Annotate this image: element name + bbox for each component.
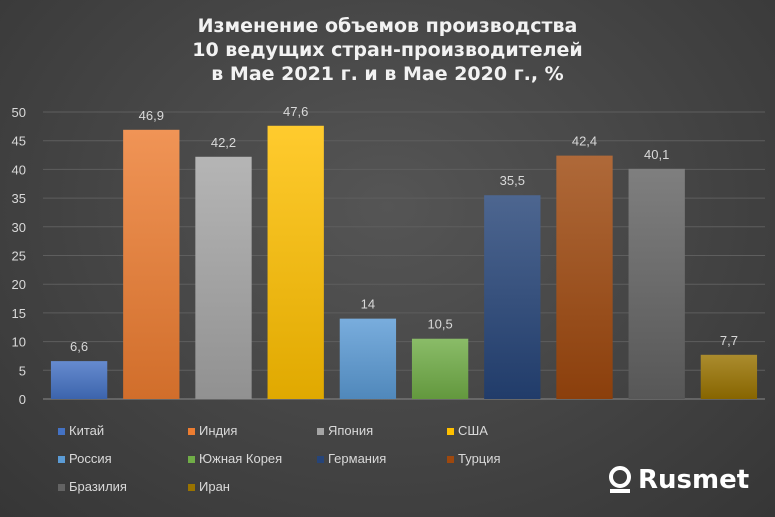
bar-5 [411,338,469,399]
data-label-3: 47,6 [283,104,308,119]
y-tick-label: 10 [12,335,26,350]
y-tick-label: 25 [12,249,26,264]
legend-swatch-1 [188,428,195,435]
data-label-5: 10,5 [427,317,452,332]
data-label-2: 42,2 [211,135,236,150]
bars [50,125,758,399]
y-tick-label: 50 [12,105,26,120]
legend-swatch-8 [58,484,65,491]
bar-9 [700,354,758,399]
bar-7 [556,155,613,399]
legend-label-6: Германия [328,451,386,466]
bar-2 [195,156,252,399]
y-tick-label: 40 [12,162,26,177]
chart-title-line-3: в Мае 2021 г. и в Мае 2020 г., % [211,63,564,85]
bar-1 [123,129,180,399]
legend-label-9: Иран [199,479,230,494]
legend-label-0: Китай [69,423,104,438]
bar-6 [484,195,541,399]
legend-label-2: Япония [328,423,373,438]
rusmet-logo: Rusmet [608,465,749,495]
chart-title-line-2: 10 ведущих стран-производителей [192,39,583,61]
y-axis-ticks: 0 5 10 15 20 25 30 35 40 45 50 [12,105,26,407]
legend-label-4: Россия [69,451,112,466]
y-tick-label: 45 [12,134,26,149]
legend-swatch-9 [188,484,195,491]
bar-8 [628,168,685,399]
legend-label-7: Турция [458,451,501,466]
data-label-4: 14 [361,297,375,312]
legend-swatch-7 [447,456,454,463]
legend-label-1: Индия [199,423,237,438]
y-tick-label: 0 [19,392,26,407]
y-tick-label: 35 [12,191,26,206]
rusmet-logo-icon [609,466,631,493]
chart-title: Изменение объемов производства 10 ведущи… [0,14,775,86]
bar-3 [267,125,324,399]
y-tick-label: 15 [12,306,26,321]
data-label-7: 42,4 [572,134,597,149]
chart-title-line-1: Изменение объемов производства [197,15,578,37]
legend-swatch-4 [58,456,65,463]
data-label-6: 35,5 [500,173,525,188]
data-label-9: 7,7 [720,333,738,348]
legend-label-5: Южная Корея [199,451,282,466]
bar-0 [50,361,108,399]
y-tick-label: 5 [19,363,26,378]
data-label-8: 40,1 [644,147,669,162]
legend-swatch-6 [317,456,324,463]
legend-label-3: США [458,423,488,438]
legend-swatch-0 [58,428,65,435]
data-labels: 6,6 46,9 42,2 47,6 14 10,5 35,5 42,4 40,1 7,7 [70,104,738,354]
legend-swatch-2 [317,428,324,435]
legend-label-8: Бразилия [69,479,127,494]
legend: Китай Индия Япония США Россия Южная Корея Герм… [58,423,501,494]
y-tick-label: 30 [12,220,26,235]
data-label-1: 46,9 [139,108,164,123]
bar-4 [339,318,397,399]
data-label-0: 6,6 [70,339,88,354]
rusmet-logo-text: Rusmet [638,465,750,495]
legend-swatch-3 [447,428,454,435]
legend-swatch-5 [188,456,195,463]
y-tick-label: 20 [12,277,26,292]
